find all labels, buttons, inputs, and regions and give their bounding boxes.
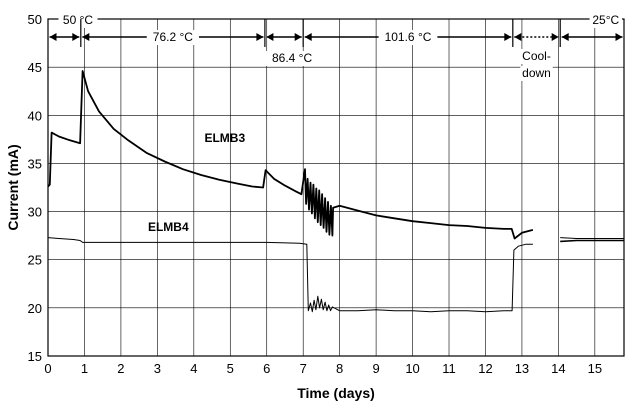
- y-tick-label: 35: [28, 156, 42, 171]
- arrow-head: [551, 33, 559, 41]
- phase-annotations: 50 °C 76.2 °C 86.4 °C 101.6 °C Cool-down 25°C: [49, 13, 623, 81]
- y-tick-label: 25: [28, 253, 42, 268]
- plot-border: [47, 18, 625, 357]
- arrow-head: [615, 33, 623, 41]
- phase-label: 101.6 °C: [385, 30, 432, 44]
- x-tick-label: 6: [263, 361, 270, 376]
- y-tick-label: 45: [28, 60, 42, 75]
- arrow-head: [304, 33, 312, 41]
- arrow-head: [72, 33, 80, 41]
- y-tick-label: 40: [28, 108, 42, 123]
- phase-label: down: [522, 66, 551, 80]
- x-tick-label: 4: [190, 361, 197, 376]
- x-axis-ticks: 0 1 2 3 4 5 6 7 8 9 10 11 12 13 14 15: [44, 361, 602, 376]
- arrow-head: [514, 33, 522, 41]
- x-tick-label: 12: [478, 361, 492, 376]
- x-tick-label: 10: [405, 361, 419, 376]
- series-line-elmb3-late: [560, 239, 624, 243]
- arrow-head: [504, 33, 512, 41]
- x-tick-label: 7: [300, 361, 307, 376]
- x-tick-label: 11: [442, 361, 456, 376]
- phase-label-bg: [520, 66, 553, 81]
- series-layer: [47, 70, 624, 313]
- series-label-elmb4: ELMB4: [148, 220, 189, 234]
- y-tick-label: 20: [28, 301, 42, 316]
- y-axis-ticks: 15 20 25 30 35 40 45 50: [28, 12, 42, 364]
- phase-label-bg: [589, 13, 622, 28]
- x-tick-label: 5: [227, 361, 234, 376]
- x-tick-label: 8: [336, 361, 343, 376]
- series-line-elmb4: [47, 237, 533, 313]
- arrow-head: [82, 33, 90, 41]
- x-tick-label: 15: [588, 361, 602, 376]
- phase-label-bg: [58, 13, 98, 28]
- x-tick-label: 9: [372, 361, 379, 376]
- phase-label: 86.4 °C: [272, 51, 312, 65]
- arrow-head: [256, 33, 264, 41]
- phase-label-bg: [378, 30, 438, 45]
- phase-label: Cool-: [522, 49, 551, 63]
- phase-label: 76.2 °C: [153, 30, 193, 44]
- series-line-elmb3: [47, 70, 534, 240]
- x-tick-label: 0: [44, 361, 51, 376]
- y-axis-title: Current (mA): [5, 144, 21, 230]
- arrow-head: [294, 33, 302, 41]
- arrow-head: [266, 33, 274, 41]
- phase-label-bg: [517, 49, 557, 64]
- arrow-head: [561, 33, 569, 41]
- series-labels: ELMB3 ELMB4: [148, 131, 246, 234]
- phase-label: 50 °C: [63, 13, 93, 27]
- x-axis-title: Time (days): [297, 385, 375, 401]
- x-tick-label: 1: [81, 361, 88, 376]
- phase-label: 25°C: [592, 13, 619, 27]
- x-tick-label: 14: [551, 361, 565, 376]
- y-tick-label: 15: [28, 349, 42, 364]
- arrow-head: [49, 33, 57, 41]
- x-tick-label: 13: [515, 361, 529, 376]
- x-tick-label: 3: [154, 361, 161, 376]
- plot-frame: [47, 18, 625, 357]
- y-tick-label: 50: [28, 12, 42, 27]
- y-tick-label: 30: [28, 205, 42, 220]
- phase-label-bg: [146, 30, 199, 45]
- phase-label-bg: [265, 51, 319, 66]
- series-label-elmb3: ELMB3: [204, 131, 245, 145]
- series-line-elmb4: [560, 237, 624, 239]
- x-tick-label: 2: [117, 361, 124, 376]
